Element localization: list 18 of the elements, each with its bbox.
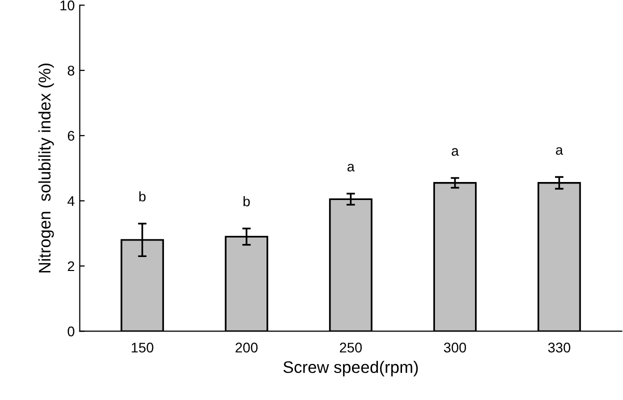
y-axis-title: Nitrogen solubility index (%) (38, 64, 54, 272)
x-tick-label: 250 (340, 342, 362, 353)
x-tick-label: 200 (236, 342, 258, 353)
x-axis-title: Screw speed(rpm) (283, 360, 418, 376)
y-tick-label: 10 (60, 0, 74, 10)
y-tick-label: 2 (68, 261, 74, 272)
x-tick-label: 150 (132, 342, 154, 353)
annotation: a (452, 148, 459, 156)
annotation: a (556, 147, 564, 155)
x-tick-label: 330 (548, 342, 570, 353)
y-tick-label: 6 (68, 130, 74, 141)
y-tick-label: 8 (68, 66, 74, 76)
annotation: b (139, 191, 146, 202)
annotation: b (244, 196, 250, 206)
y-tick-label: 4 (67, 196, 74, 206)
x-tick-label: 300 (444, 342, 466, 353)
y-tick-label: 0 (68, 326, 74, 336)
annotation: a (347, 164, 355, 172)
